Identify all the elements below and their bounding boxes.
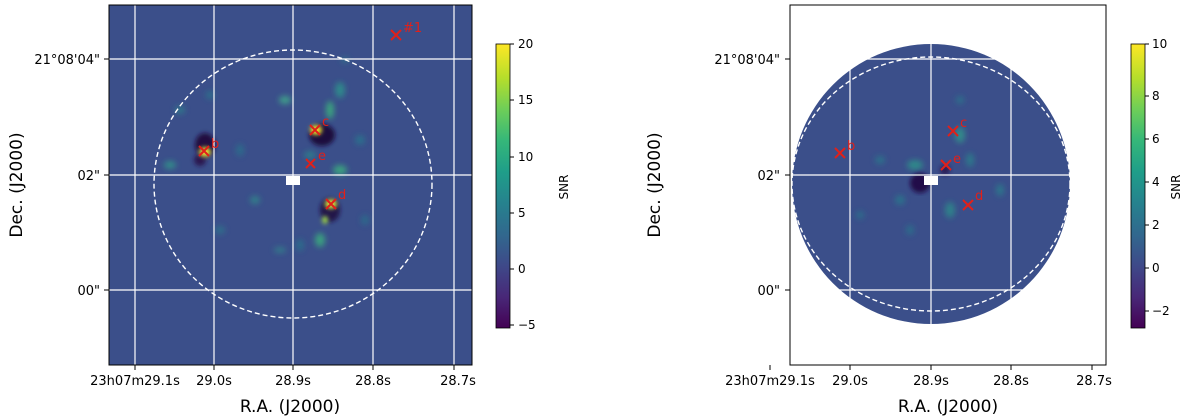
svg-text:21°08'04": 21°08'04": [714, 53, 780, 68]
svg-text:−2: −2: [1152, 304, 1170, 318]
svg-text:29.0s: 29.0s: [832, 374, 868, 389]
svg-text:5: 5: [518, 206, 526, 220]
svg-text:b: b: [211, 137, 219, 152]
svg-text:e: e: [318, 149, 326, 164]
svg-text:20: 20: [518, 37, 533, 51]
marker-e: e: [940, 152, 961, 171]
svg-text:2: 2: [1152, 218, 1160, 232]
svg-text:15: 15: [518, 93, 533, 107]
left-ra-tick-0: 23h07m29.1s: [90, 374, 180, 389]
left-image: [109, 5, 472, 365]
right-xlabel: R.A. (J2000): [898, 397, 998, 417]
left-grid: [109, 5, 472, 365]
svg-text:d: d: [975, 189, 983, 204]
svg-text:10: 10: [1152, 37, 1167, 51]
right-ra-ticks: 23h07m29.1s 29.0s 28.9s 28.8s 28.7s: [725, 365, 1112, 389]
right-markers: b c e d: [834, 116, 983, 211]
svg-text:00": 00": [757, 284, 780, 299]
right-colorbar: 10 8 6 4 2 0 −2 SNR: [1130, 37, 1183, 329]
left-ra-tick-1: 29.0s: [196, 374, 232, 389]
left-dec-tick-1: 02": [77, 169, 100, 184]
marker-1: #1: [390, 21, 422, 41]
left-ra-tick-2: 28.9s: [275, 374, 311, 389]
svg-text:#1: #1: [403, 21, 422, 36]
left-panel: b c e d #1 21°08'04": [7, 4, 571, 417]
svg-text:b: b: [847, 139, 855, 154]
left-ra-tick-3: 28.8s: [355, 374, 391, 389]
left-ylabel: Dec. (J2000): [7, 132, 27, 237]
svg-text:28.8s: 28.8s: [993, 374, 1029, 389]
marker-d: d: [962, 189, 983, 211]
left-colorbar-label: SNR: [557, 175, 571, 200]
left-colorbar: 20 15 10 5 0 −5 SNR: [495, 37, 571, 332]
svg-text:0: 0: [518, 262, 526, 276]
svg-text:c: c: [960, 116, 967, 131]
left-ra-ticks: 23h07m29.1s 29.0s 28.9s 28.8s 28.7s: [90, 365, 476, 389]
left-markers: b c e d #1: [198, 21, 422, 210]
right-dec-ticks: 21°08'04" 02" 00": [714, 53, 790, 299]
right-image: [790, 5, 1106, 365]
svg-text:28.7s: 28.7s: [1076, 374, 1112, 389]
svg-text:6: 6: [1152, 132, 1160, 146]
svg-text:10: 10: [518, 150, 533, 164]
marker-b: b: [198, 137, 219, 157]
marker-d: d: [325, 188, 346, 210]
left-dec-tick-0: 21°08'04": [34, 53, 100, 68]
right-ylabel: Dec. (J2000): [645, 132, 665, 237]
svg-text:d: d: [338, 188, 346, 203]
svg-text:8: 8: [1152, 89, 1160, 103]
right-colorbar-label: SNR: [1169, 175, 1183, 200]
svg-text:e: e: [953, 152, 961, 167]
marker-b: b: [834, 139, 855, 159]
marker-e: e: [305, 149, 326, 169]
right-panel: b c e d 21°08'04" 02" 00": [645, 4, 1183, 417]
left-dec-ticks: 21°08'04" 02" 00": [34, 53, 109, 299]
marker-c: c: [947, 116, 967, 137]
left-xlabel: R.A. (J2000): [240, 397, 340, 417]
right-grid: [790, 5, 1106, 365]
svg-text:0: 0: [1152, 261, 1160, 275]
left-ra-tick-4: 28.7s: [440, 374, 476, 389]
svg-text:−5: −5: [518, 318, 536, 332]
svg-text:c: c: [322, 115, 329, 130]
svg-text:4: 4: [1152, 175, 1160, 189]
svg-text:02": 02": [757, 169, 780, 184]
svg-text:23h07m29.1s: 23h07m29.1s: [725, 374, 815, 389]
left-dec-tick-2: 00": [77, 284, 100, 299]
svg-text:28.9s: 28.9s: [913, 374, 949, 389]
marker-c: c: [309, 115, 329, 136]
